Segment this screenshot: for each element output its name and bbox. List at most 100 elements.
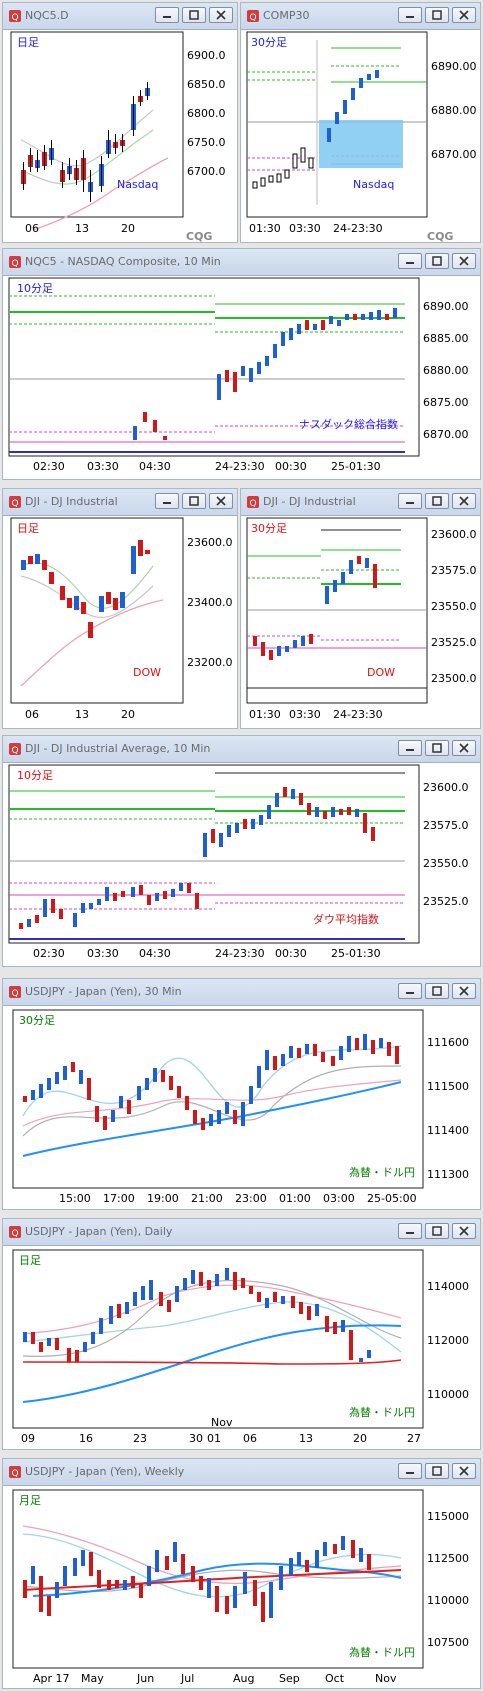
minimize-button[interactable] (398, 493, 422, 509)
svg-text:Q: Q (11, 499, 18, 509)
window-title: DJI - DJ Industrial (25, 495, 118, 508)
symbol-label: 為替・ドル円 (349, 1165, 415, 1179)
close-button[interactable] (452, 7, 476, 23)
price-chart[interactable]: 10分足 ナスダック総合指数 6890.00 6885.00 6880.00 6… (3, 276, 480, 479)
x-tick: 01:00 (279, 1192, 311, 1205)
maximize-button[interactable] (425, 1223, 449, 1239)
close-button[interactable] (209, 7, 233, 23)
close-button[interactable] (452, 253, 476, 269)
x-tick: 25-01:30 (331, 460, 381, 473)
price-chart[interactable]: 日足 Nasdaq 6900.0 6850.0 6800.0 6750.0 67… (3, 30, 237, 242)
x-tick: 24-23:30 (333, 708, 383, 721)
window-titlebar[interactable]: Q NQC5.D (3, 3, 237, 30)
x-tick: 01 (207, 1432, 221, 1445)
chart-window-usdjpy-daily[interactable]: Q USDJPY - Japan (Yen), Daily (2, 1218, 481, 1450)
y-tick: 6890.00 (423, 300, 469, 313)
window-titlebar[interactable]: Q USDJPY - Japan (Yen), 30 Min (3, 979, 480, 1006)
window-titlebar[interactable]: Q NQC5 - NASDAQ Composite, 10 Min (3, 249, 480, 276)
chart-window-dji-10min[interactable]: Q DJI - DJ Industrial Average, 10 Min (2, 735, 481, 967)
svg-text:Q: Q (11, 1469, 18, 1479)
minimize-button[interactable] (398, 7, 422, 23)
close-button[interactable] (452, 740, 476, 756)
cqg-logo: CQG (427, 230, 453, 243)
maximize-button[interactable] (182, 7, 206, 23)
y-tick: 23550.0 (423, 857, 469, 870)
window-titlebar[interactable]: Q DJI - DJ Industrial (241, 489, 480, 516)
y-tick: 23575.0 (423, 819, 469, 832)
chart-window-nqc5-10min[interactable]: Q NQC5 - NASDAQ Composite, 10 Min (2, 248, 481, 480)
price-chart[interactable]: 日足 DOW 23600.0 23400.0 23200.0 06 13 20 (3, 516, 237, 728)
period-label: 30分足 (251, 522, 287, 535)
maximize-button[interactable] (425, 983, 449, 999)
x-tick: 03:30 (87, 947, 119, 960)
period-label: 月足 (19, 1494, 41, 1507)
maximize-button[interactable] (182, 493, 206, 509)
svg-text:Q: Q (249, 499, 256, 509)
month-label: Nov (211, 1416, 233, 1429)
y-tick: 6900.0 (187, 49, 226, 62)
minimize-button[interactable] (398, 253, 422, 269)
maximize-button[interactable] (425, 7, 449, 23)
minimize-button[interactable] (398, 1463, 422, 1479)
x-tick: Aug (233, 1672, 254, 1685)
chart-window-usdjpy-weekly[interactable]: Q USDJPY - Japan (Yen), Weekly (2, 1458, 481, 1689)
x-tick: Jul (180, 1672, 194, 1685)
close-button[interactable] (452, 493, 476, 509)
x-tick: 02:30 (33, 947, 65, 960)
x-tick: Apr 17 (33, 1672, 70, 1685)
window-titlebar[interactable]: Q DJI - DJ Industrial (3, 489, 237, 516)
minimize-button[interactable] (155, 493, 179, 509)
x-tick: 03:30 (289, 222, 321, 235)
window-titlebar[interactable]: Q DJI - DJ Industrial Average, 10 Min (3, 736, 480, 763)
window-titlebar[interactable]: Q USDJPY - Japan (Yen), Daily (3, 1219, 480, 1246)
y-tick: 6800.0 (187, 107, 226, 120)
x-tick: 17:00 (103, 1192, 135, 1205)
period-label: 30分足 (251, 36, 287, 49)
symbol-label: Nasdaq (117, 178, 158, 191)
chart-window-nqc5-daily[interactable]: Q NQC5.D (2, 2, 238, 243)
window-titlebar[interactable]: Q USDJPY - Japan (Yen), Weekly (3, 1459, 480, 1486)
svg-text:Q: Q (11, 1229, 18, 1239)
y-tick: 115000 (427, 1510, 469, 1523)
y-tick: 6750.0 (187, 136, 226, 149)
price-chart[interactable]: 月足 為替・ドル円 115000 112500 110000 107500 Ap… (3, 1486, 480, 1688)
y-tick: 111400 (427, 1124, 469, 1137)
y-tick: 23400.0 (187, 596, 233, 609)
svg-text:Q: Q (11, 746, 18, 756)
close-button[interactable] (452, 1223, 476, 1239)
maximize-button[interactable] (425, 253, 449, 269)
symbol-label: DOW (133, 666, 161, 679)
minimize-button[interactable] (398, 1223, 422, 1239)
candles (133, 308, 397, 440)
price-chart[interactable]: 30分足 為替・ドル円 111600 111500 111400 111300 … (3, 1006, 480, 1209)
price-chart[interactable]: 日足 為替・ドル円 114000 112000 110000 Nov 09 16… (3, 1246, 480, 1449)
close-button[interactable] (209, 493, 233, 509)
x-tick: 00:30 (275, 460, 307, 473)
maximize-button[interactable] (425, 1463, 449, 1479)
price-chart[interactable]: 30分足 Nasdaq 6890.00 6880.00 6870.00 01:3… (241, 30, 480, 243)
svg-text:Q: Q (11, 259, 18, 269)
candles (21, 540, 150, 638)
maximize-button[interactable] (425, 493, 449, 509)
window-title: USDJPY - Japan (Yen), Daily (25, 1225, 173, 1238)
svg-text:Q: Q (11, 989, 18, 999)
close-button[interactable] (452, 1463, 476, 1479)
maximize-button[interactable] (425, 740, 449, 756)
minimize-button[interactable] (398, 983, 422, 999)
chart-window-dji-30min[interactable]: Q DJI - DJ Industrial (240, 488, 481, 729)
chart-window-dji-daily[interactable]: Q DJI - DJ Industrial 日足 (2, 488, 238, 729)
price-chart[interactable]: 30分足 DOW 23600.0 23575.0 23550.0 23525.0… (241, 516, 480, 728)
chart-window-comp30[interactable]: Q COMP30 (240, 2, 481, 243)
close-button[interactable] (452, 983, 476, 999)
y-tick: 114000 (427, 1280, 469, 1293)
minimize-button[interactable] (155, 7, 179, 23)
minimize-button[interactable] (398, 740, 422, 756)
y-tick: 110000 (427, 1594, 469, 1607)
price-chart[interactable]: 10分足 ダウ平均指数 23600.0 23575.0 23550.0 2352… (3, 763, 480, 966)
window-titlebar[interactable]: Q COMP30 (241, 3, 480, 30)
period-label: 日足 (19, 1254, 41, 1267)
symbol-label: ダウ平均指数 (313, 912, 379, 926)
x-tick: 04:30 (139, 460, 171, 473)
x-tick: 06 (25, 708, 39, 721)
chart-window-usdjpy-30min[interactable]: Q USDJPY - Japan (Yen), 30 Min (2, 978, 481, 1210)
